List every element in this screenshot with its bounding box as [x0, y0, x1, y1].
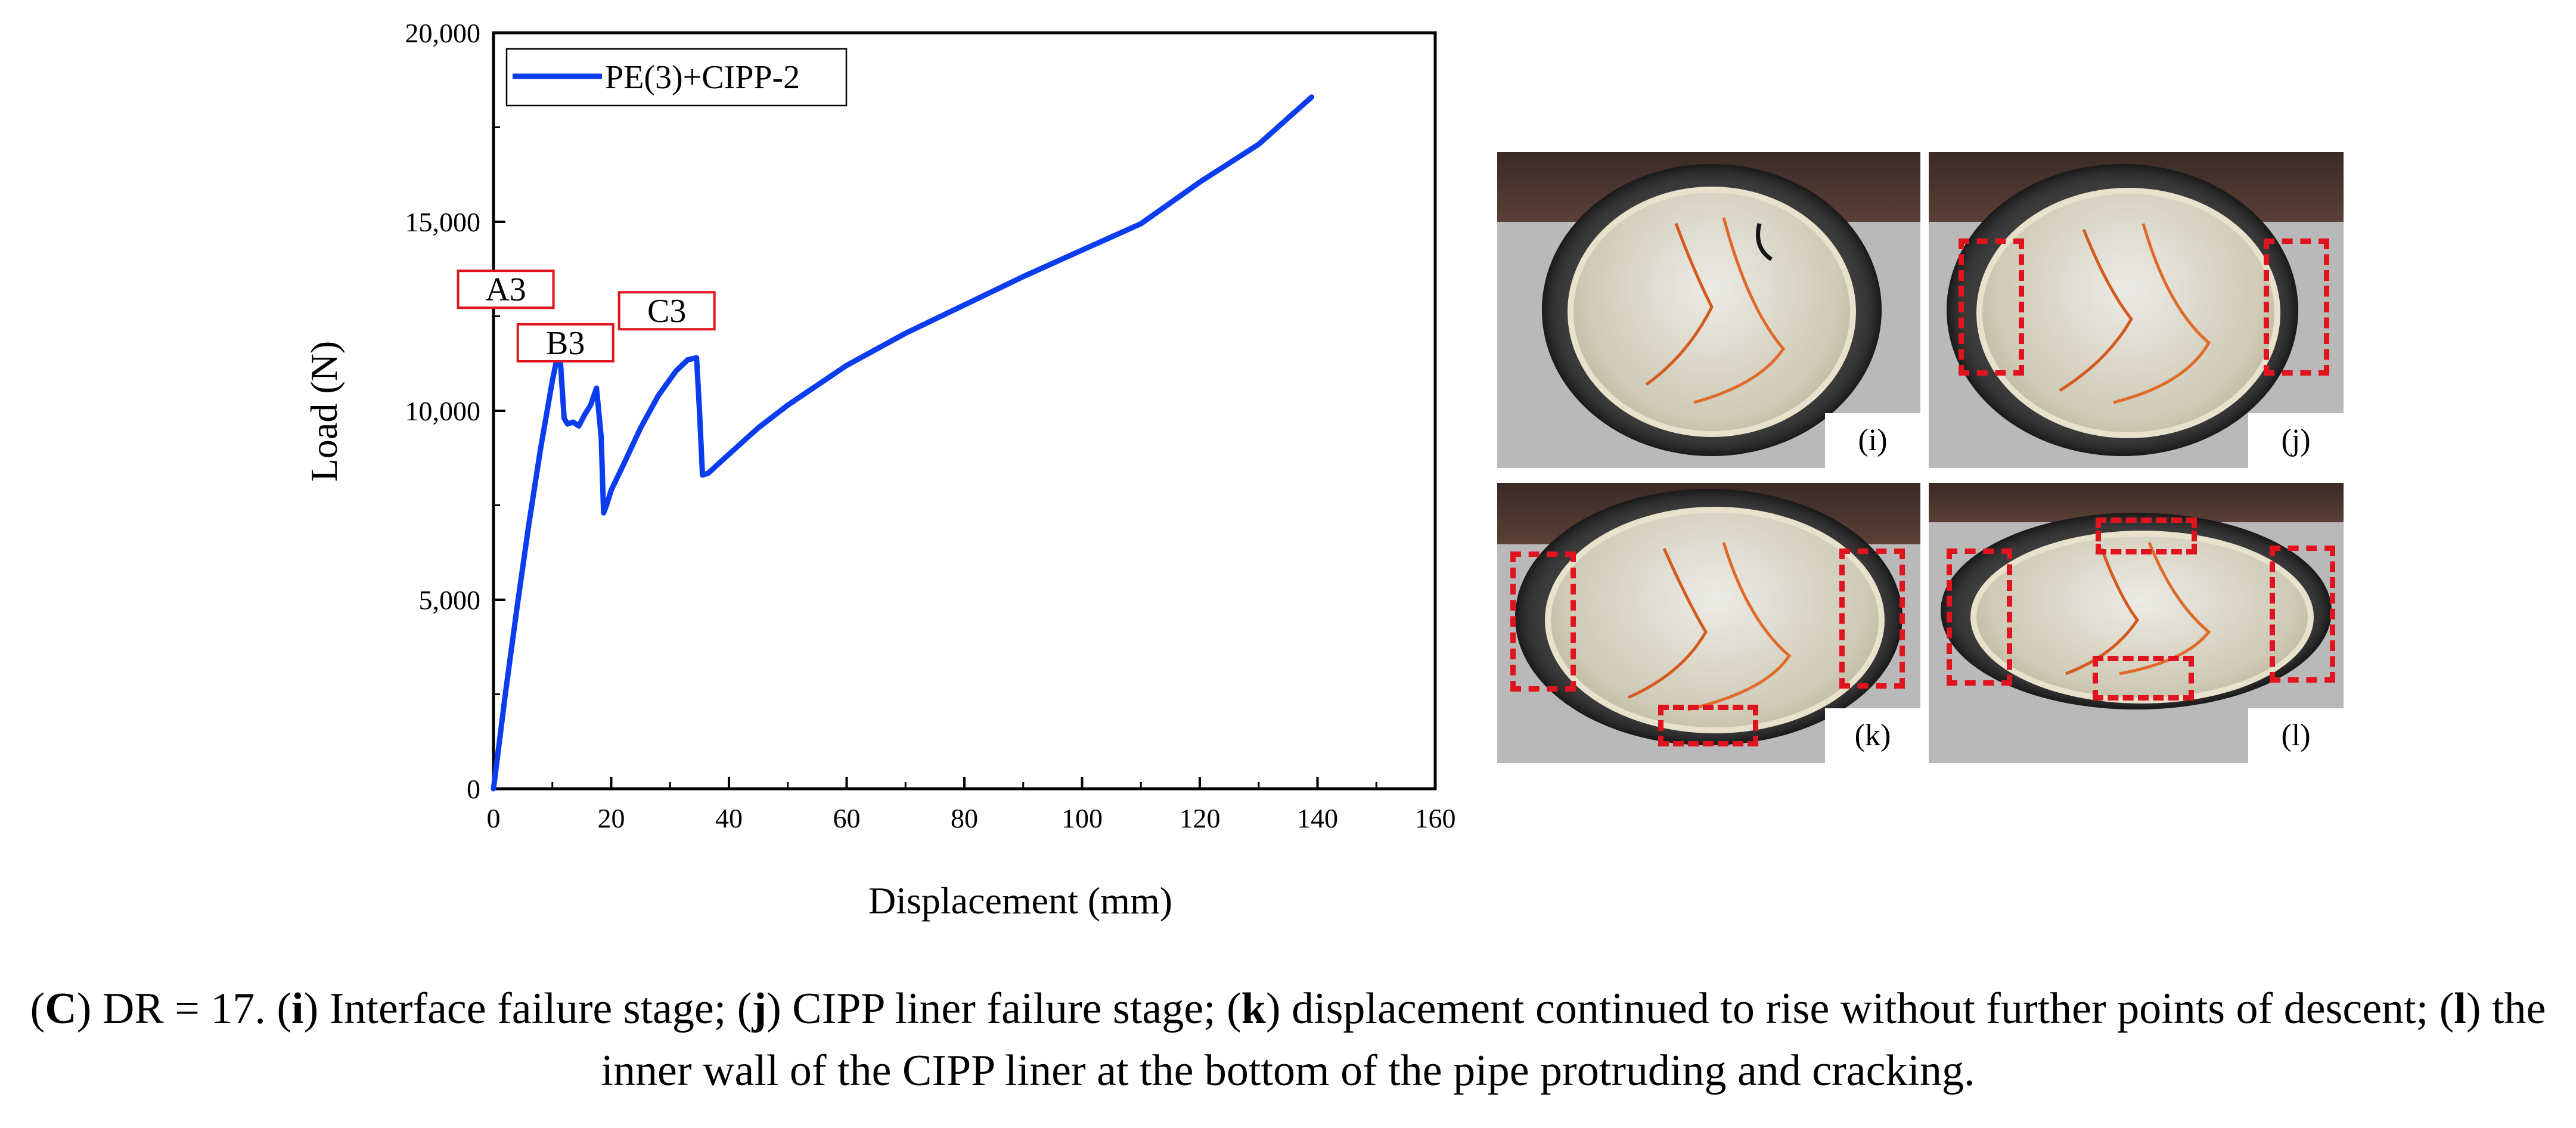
photo-panel-i: (i) [1497, 152, 1920, 468]
caption-text: ) Interface failure stage; ( [303, 984, 752, 1033]
photo-label: (l) [2248, 708, 2344, 763]
caption-text: ( [30, 984, 45, 1033]
failure-region-left [1510, 551, 1576, 692]
cipp-liner [1970, 531, 2314, 704]
sensor-wires [2059, 223, 2211, 404]
y-axis-title: Load (N) [303, 341, 345, 482]
cipp-liner [1976, 188, 2280, 438]
failure-region-right [2264, 238, 2329, 376]
caption-letter-i: i [291, 984, 304, 1033]
x-tick-label: 100 [1062, 803, 1103, 833]
photo-panel-l: (l) [1929, 483, 2344, 763]
caption-text: ) CIPP liner failure stage; ( [766, 984, 1242, 1033]
sensor-wires [1645, 217, 1786, 404]
failure-region-bottom [2093, 656, 2194, 701]
failure-region-left [1959, 238, 2024, 376]
photo-panel-k: (k) [1497, 483, 1920, 763]
annotation-label: B3 [546, 325, 585, 362]
legend-label: PE(3)+CIPP-2 [605, 59, 800, 96]
y-tick-label: 0 [467, 774, 480, 804]
photo-label: (i) [1825, 413, 1920, 468]
annotation-label: C3 [647, 293, 686, 330]
caption-letter-l: l [2454, 984, 2466, 1033]
series-line-pe3-cipp2 [491, 94, 1315, 792]
annotation-label: A3 [485, 271, 526, 308]
failure-region-right [2270, 546, 2335, 683]
photo-label: (j) [2248, 413, 2344, 468]
annotation-box [457, 269, 555, 309]
x-tick-label: 80 [951, 803, 978, 833]
caption-text: ) the inner wall of the CIPP liner at th… [601, 984, 2546, 1095]
x-tick-label: 120 [1180, 803, 1221, 833]
x-tick-label: 160 [1415, 803, 1456, 833]
failure-region-left [1947, 548, 2012, 686]
failure-region-bottom [1658, 705, 1758, 746]
failure-region-right [1839, 548, 1905, 689]
x-tick-label: 40 [715, 803, 743, 833]
photo-label: (k) [1825, 708, 1920, 763]
caption-text: ) displacement continued to rise without… [1265, 984, 2454, 1033]
cipp-liner [1545, 507, 1885, 733]
caption-text: ) DR = 17. ( [76, 984, 292, 1033]
x-tick-label: 60 [833, 803, 861, 833]
y-tick-label: 15,000 [405, 207, 481, 237]
stage-annotations: A3 B3 C3 [457, 269, 716, 362]
caption-letter-j: j [752, 984, 767, 1033]
annotation-box [516, 323, 614, 362]
y-tick-label: 20,000 [405, 18, 481, 48]
legend: PE(3)+CIPP-2 [505, 48, 848, 107]
x-tick-label: 140 [1297, 803, 1338, 833]
y-axis-ticks: 0 5,000 10,000 15,000 20,000 [405, 18, 505, 804]
plot-frame [492, 31, 1437, 791]
annotation-box [617, 291, 716, 331]
caption-letter-k: k [1241, 984, 1266, 1033]
x-axis-ticks: 0 20 40 60 80 100 120 140 160 [487, 777, 1456, 833]
x-tick-label: 20 [598, 803, 625, 833]
sensor-wires [2065, 542, 2211, 675]
load-displacement-chart: 0 20 40 60 80 100 120 140 160 0 5,000 10,000 15,000… [303, 18, 1456, 922]
x-tick-label: 0 [487, 803, 501, 833]
cipp-liner [1568, 187, 1856, 437]
y-tick-label: 10,000 [405, 396, 481, 426]
y-tick-label: 5,000 [419, 585, 481, 615]
figure-caption: (C) DR = 17. (i) Interface failure stage… [0, 978, 2576, 1102]
x-axis-title: Displacement (mm) [868, 879, 1172, 922]
sensor-wires [1627, 542, 1792, 711]
photo-panel-j: (j) [1929, 152, 2344, 468]
caption-letter-c: C [45, 984, 77, 1033]
failure-region-top [2096, 517, 2197, 554]
